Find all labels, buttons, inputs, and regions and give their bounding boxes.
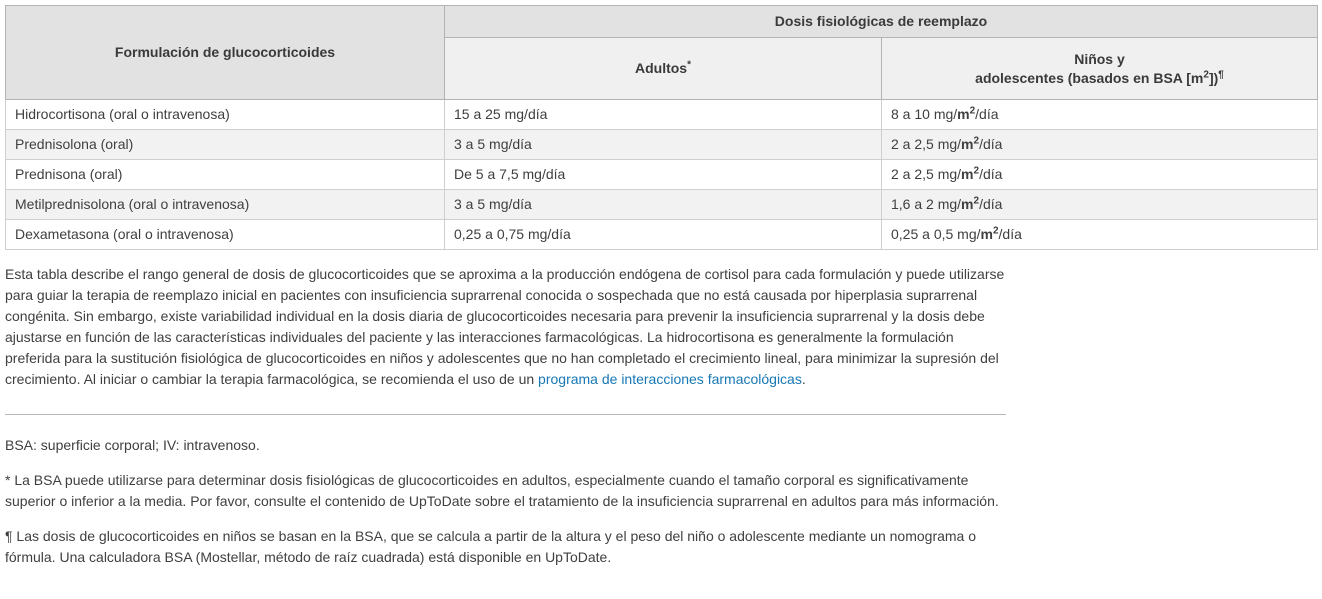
squared-sup: 2 [973, 135, 980, 147]
m2-unit: m2 [961, 135, 980, 152]
drug-interactions-link[interactable]: programa de interacciones farmacológicas [538, 371, 802, 387]
formulation-cell: Prednisona (oral) [5, 159, 445, 190]
table-row: Prednisona (oral) De 5 a 7,5 mg/día 2 a … [5, 159, 1318, 190]
table-row: Dexametasona (oral o intravenosa) 0,25 a… [5, 219, 1318, 250]
caption-area: Esta tabla describe el rango general de … [5, 264, 1006, 568]
squared-sup: 2 [1203, 68, 1209, 80]
asterisk-footnote: * La BSA puede utilizarse para determina… [5, 472, 999, 509]
table-caption: Esta tabla describe el rango general de … [5, 264, 1006, 390]
m2-unit: m2 [961, 165, 980, 182]
adults-dose-cell: 0,25 a 0,75 mg/día [444, 219, 882, 250]
formulation-cell: Dexametasona (oral o intravenosa) [5, 219, 445, 250]
children-header-line1: Niños y [1074, 50, 1125, 67]
asterisk-footnote-mark: * [687, 59, 691, 71]
formulation-cell: Metilprednisolona (oral o intravenosa) [5, 189, 445, 220]
header-row-group: Formulación de glucocorticoides Dosis fi… [5, 5, 1318, 100]
header-row-sub: Adultos* Niños y adolescentes (basados e… [6, 37, 1318, 100]
children-column-header: Niños y adolescentes (basados en BSA [m2… [881, 37, 1318, 100]
adults-dose-cell: 3 a 5 mg/día [444, 129, 882, 160]
m2-unit: m2 [980, 225, 999, 242]
adults-dose-cell: 3 a 5 mg/día [444, 189, 882, 220]
squared-sup: 2 [973, 195, 980, 207]
children-dose-cell: 2 a 2,5 mg/m2/día [881, 159, 1318, 190]
glucocorticoid-dose-table: Formulación de glucocorticoides Dosis fi… [5, 5, 1318, 250]
squared-sup: 2 [969, 105, 976, 117]
children-dose-cell: 2 a 2,5 mg/m2/día [881, 129, 1318, 160]
formulation-cell: Prednisolona (oral) [5, 129, 445, 160]
m2-unit: m2 [961, 195, 980, 212]
caption-text: Esta tabla describe el rango general de … [5, 266, 1005, 387]
squared-sup: 2 [992, 225, 999, 237]
children-dose-cell: 1,6 a 2 mg/m2/día [881, 189, 1318, 220]
footnote-divider [5, 414, 1006, 415]
adults-header-label: Adultos [634, 60, 688, 76]
adults-dose-cell: De 5 a 7,5 mg/día [444, 159, 882, 190]
table-row: Prednisolona (oral) 3 a 5 mg/día 2 a 2,5… [5, 129, 1318, 160]
abbreviations-footnote: BSA: superficie corporal; IV: intravenos… [5, 437, 260, 453]
m2-unit: m2 [957, 105, 976, 122]
children-header-line2: adolescentes (basados en BSA [m2])¶ [975, 68, 1224, 86]
table-row: Metilprednisolona (oral o intravenosa) 3… [5, 189, 1318, 220]
pilcrow-footnote-mark: ¶ [1218, 68, 1224, 80]
children-dose-cell: 8 a 10 mg/m2/día [881, 99, 1318, 130]
group-header-dosis-fisiologicas: Dosis fisiológicas de reemplazo [444, 5, 1318, 38]
caption-text-after-link: . [801, 371, 806, 387]
adults-column-header: Adultos* [444, 37, 882, 100]
table-row: Hidrocortisona (oral o intravenosa) 15 a… [5, 99, 1318, 130]
pilcrow-footnote: ¶ Las dosis de glucocorticoides en niños… [5, 528, 977, 565]
children-dose-cell: 0,25 a 0,5 mg/m2/día [881, 219, 1318, 250]
formulation-cell: Hidrocortisona (oral o intravenosa) [5, 99, 445, 130]
squared-sup: 2 [973, 165, 980, 177]
formulation-column-header: Formulación de glucocorticoides [5, 5, 445, 100]
adults-dose-cell: 15 a 25 mg/día [444, 99, 882, 130]
